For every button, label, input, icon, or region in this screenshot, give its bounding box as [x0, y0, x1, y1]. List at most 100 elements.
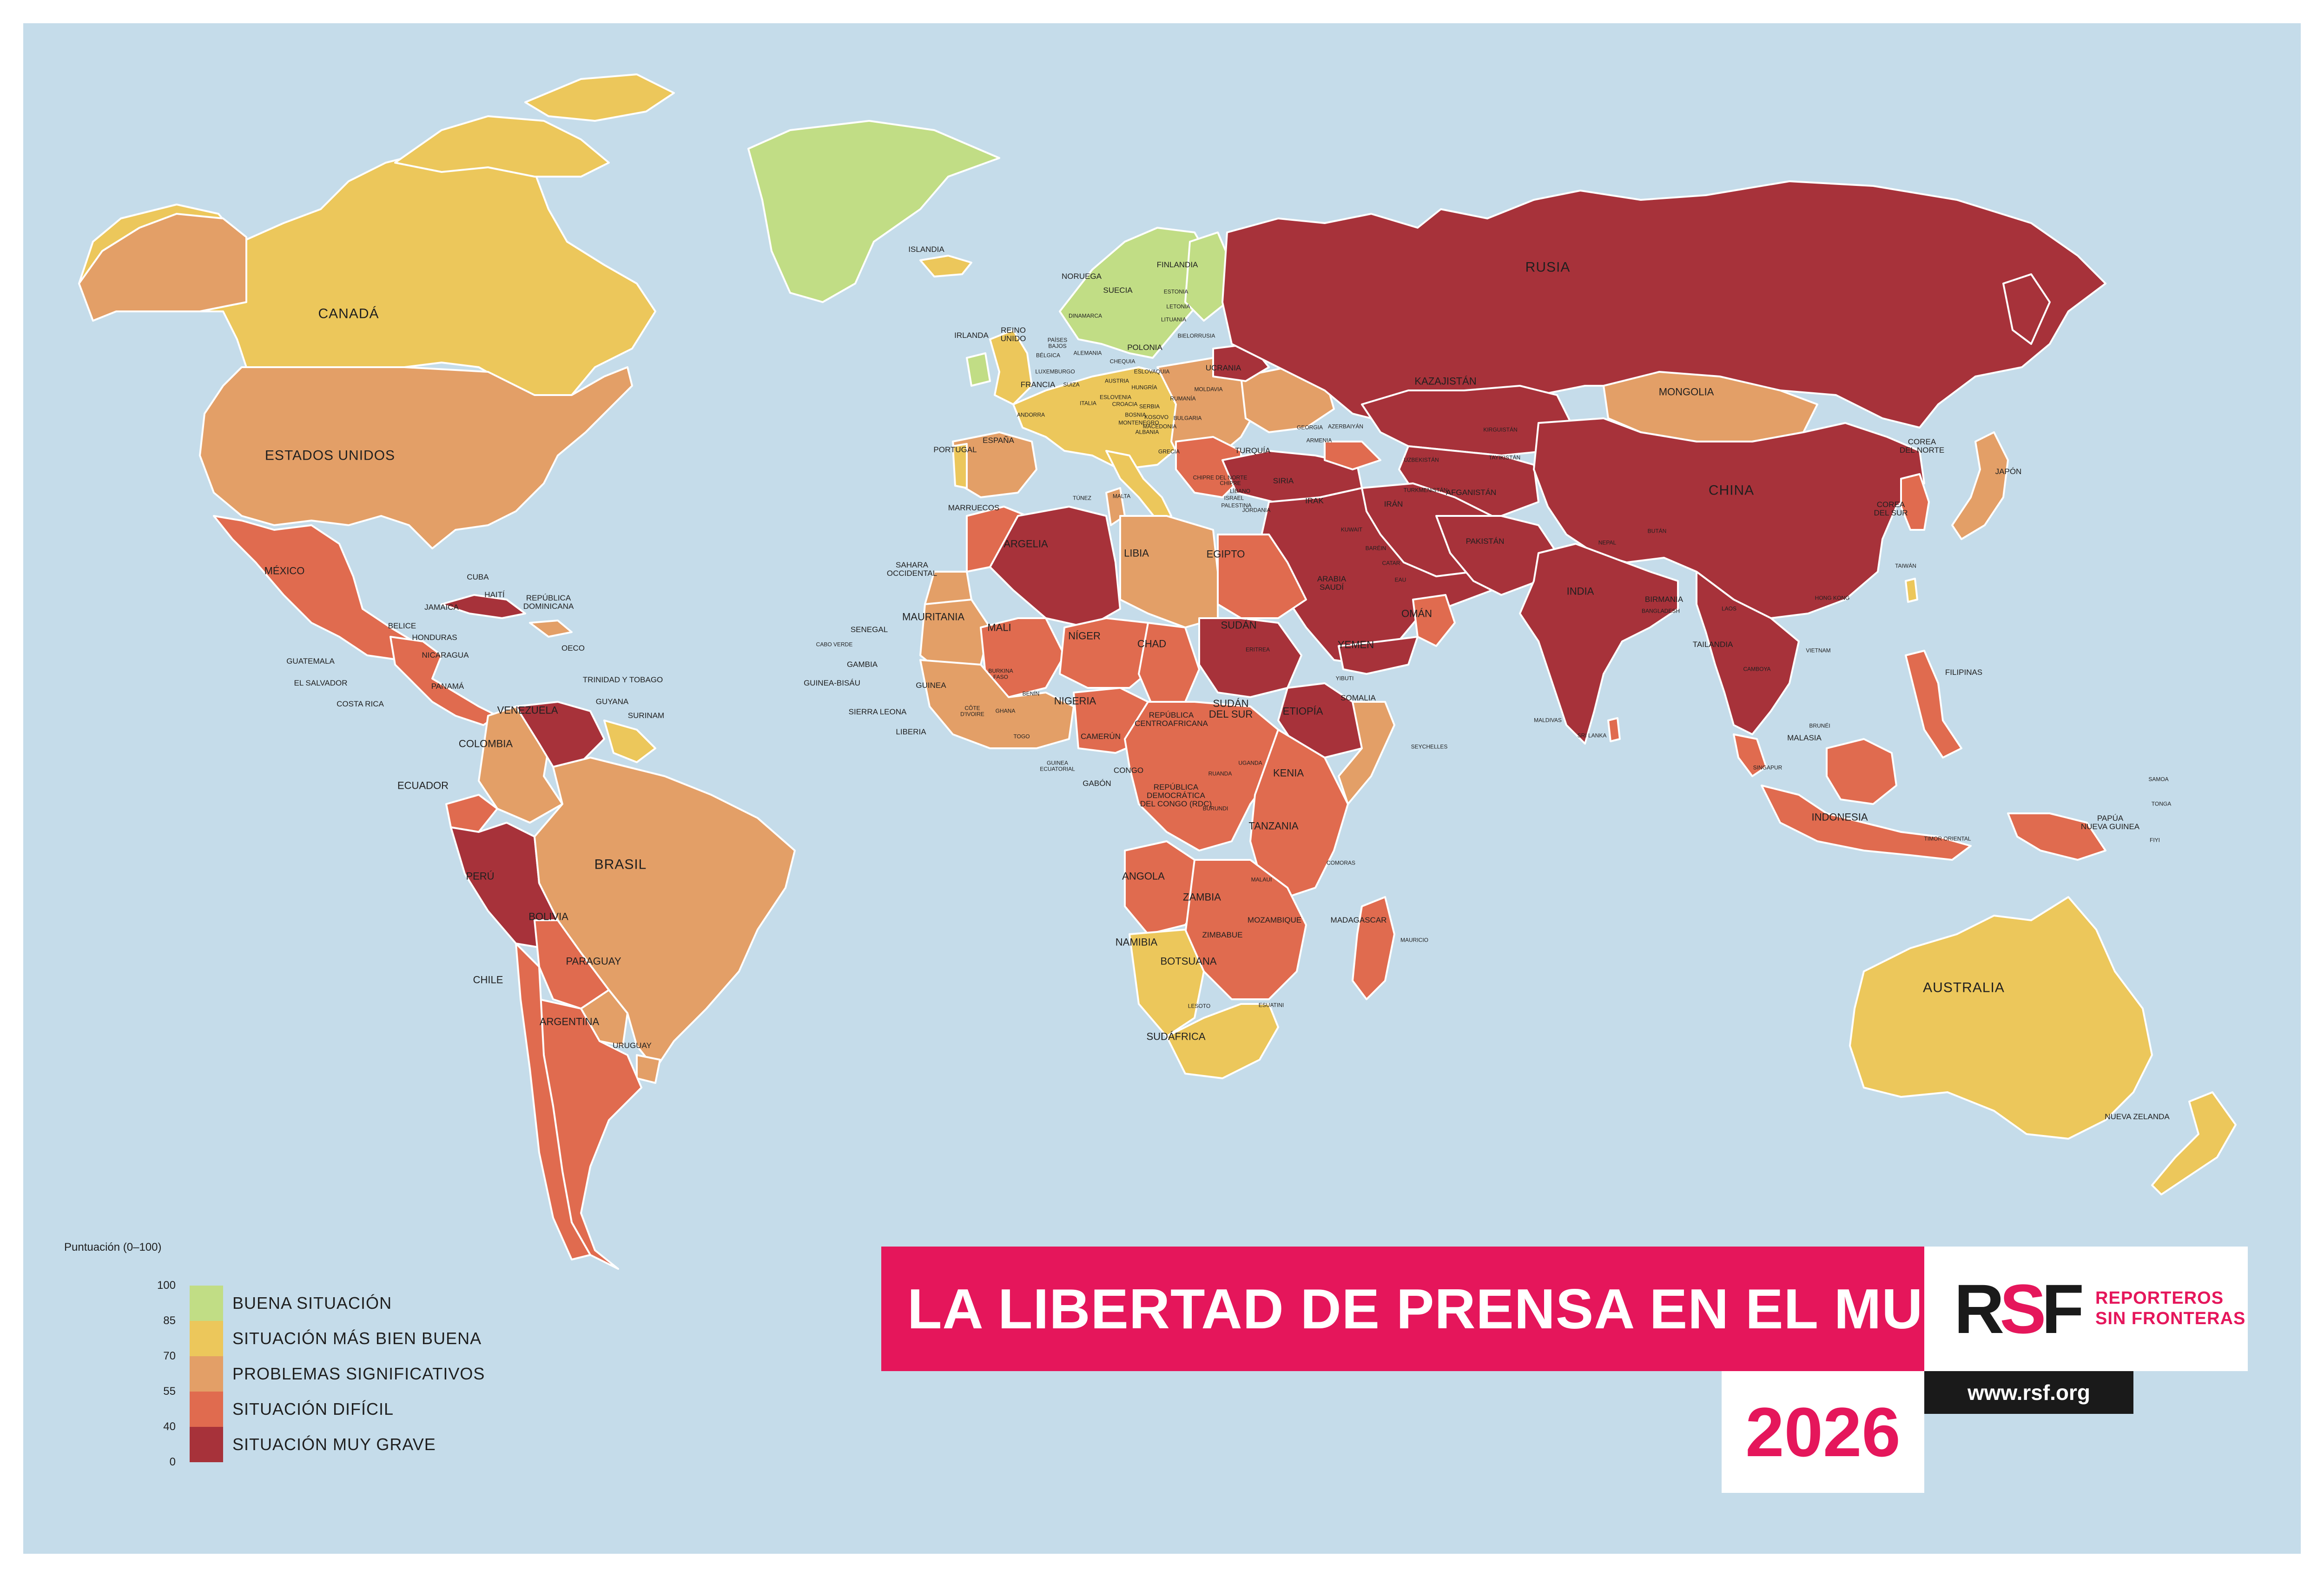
country-label-yibuti: YIBUTI — [1335, 675, 1354, 682]
country-label-luxemburgo: LUXEMBURGO — [1035, 368, 1075, 375]
country-label-uruguay: URUGUAY — [613, 1041, 652, 1050]
country-label-croacia: CROACIA — [1112, 401, 1138, 408]
country-label-dinamarca: DINAMARCA — [1068, 312, 1103, 319]
country-label-espana: ESPAÑA — [983, 436, 1014, 445]
country-label-venezuela: VENEZUELA — [497, 704, 558, 716]
rsf-url-box[interactable]: www.rsf.org — [1924, 1371, 2133, 1414]
country-label-bolivia: BOLIVIA — [528, 911, 568, 923]
country-label-moldavia: MOLDAVIA — [1194, 386, 1223, 393]
country-label-indonesia: INDONESIA — [1811, 811, 1868, 823]
country-label-armenia: ARMENIA — [1306, 437, 1332, 444]
country-label-tanzania: TANZANIA — [1248, 820, 1299, 832]
rsf-name-line1: REPORTEROS — [2095, 1288, 2224, 1308]
country-label-sudan: SUDÁN — [1221, 619, 1257, 631]
country-label-libano: LÍBANO — [1229, 488, 1251, 495]
country-label-togo: TOGO — [1013, 733, 1030, 740]
kamchatka-shape — [2002, 273, 2051, 345]
country-label-guyana: GUYANA — [595, 697, 629, 706]
country-label-panama: PANAMÁ — [431, 682, 464, 691]
rsf-url-link[interactable]: www.rsf.org — [1967, 1380, 2091, 1405]
country-label-mexico: MÉXICO — [264, 565, 305, 577]
portugal-shape — [952, 443, 968, 489]
country-label-sahara: SAHARA OCCIDENTAL — [886, 561, 938, 578]
country-label-corea-norte: COREA DEL NORTE — [1899, 437, 1945, 455]
country-label-bangladesh: BANGLADESH — [1641, 607, 1680, 614]
country-label-papua: PAPÚA NUEVA GUINEA — [2080, 814, 2140, 831]
country-label-sierra-leona: SIERRA LEONA — [848, 707, 907, 717]
guianas-shape — [603, 719, 656, 763]
rsf-name: REPORTEROS SIN FRONTERAS — [2095, 1288, 2245, 1329]
country-label-costa-marfil: CÔTE D'IVOIRE — [960, 705, 984, 717]
country-label-lituania: LITUANIA — [1161, 316, 1187, 323]
country-label-kirguistan: KIRGUISTÁN — [1483, 426, 1518, 433]
country-label-mali: MALI — [987, 621, 1011, 633]
world-map — [23, 23, 2301, 1554]
country-label-mauricio: MAURICIO — [1400, 937, 1428, 944]
country-label-barein: BARÉIN — [1365, 545, 1386, 552]
country-label-benin: BENÍN — [1022, 690, 1040, 697]
country-label-cabo-verde: CABO VERDE — [816, 641, 853, 648]
country-label-irak: IRAK — [1305, 496, 1324, 506]
country-label-suiza: SUIZA — [1063, 381, 1080, 388]
png-shape — [2007, 812, 2106, 861]
country-label-jordania: JORDANIA — [1242, 507, 1271, 514]
rsf-name-line2: SIN FRONTERAS — [2095, 1309, 2246, 1328]
libya-shape — [1119, 515, 1219, 628]
country-label-francia: FRANCIA — [1020, 380, 1056, 389]
taiwan-shape — [1905, 578, 1918, 603]
country-label-kenia: KENIA — [1273, 767, 1304, 779]
ireland-shape — [966, 352, 991, 387]
uk-shape — [989, 329, 1033, 405]
usa-shape — [199, 366, 633, 549]
country-label-guinea-bisau: GUINEA-BISÁU — [804, 679, 860, 688]
country-label-burkina: BURKINA FASO — [988, 667, 1013, 680]
country-label-liberia: LIBERIA — [896, 727, 926, 737]
country-label-comoras: COMORAS — [1326, 859, 1356, 866]
country-label-albania: ALBANIA — [1135, 429, 1159, 435]
country-label-somalia: SOMALIA — [1340, 693, 1376, 703]
country-label-malasia: MALASIA — [1787, 733, 1822, 743]
country-label-uzbekistan: UZBEKISTÁN — [1404, 456, 1439, 463]
country-label-congo: CONGO — [1113, 766, 1144, 775]
ecuador-shape — [445, 794, 498, 833]
country-label-kazajistan: KAZAJISTÁN — [1414, 375, 1477, 387]
legend-swatch-mas-bien-buena — [190, 1321, 223, 1356]
chile-shape — [515, 943, 591, 1260]
country-shapes — [78, 73, 2237, 1270]
country-label-nepal: NEPAL — [1598, 539, 1617, 546]
country-label-zambia: ZAMBIA — [1183, 891, 1221, 903]
country-label-ucrania: UCRANIA — [1205, 363, 1241, 373]
country-label-vietnam: VIETNAM — [1806, 647, 1831, 654]
country-label-el-salvador: EL SALVADOR — [294, 679, 348, 688]
new-zealand-shape — [2151, 1091, 2237, 1195]
country-label-polonia: POLONIA — [1127, 343, 1162, 352]
country-label-rumania: RUMANÍA — [1170, 395, 1196, 402]
country-label-nigeria: NIGERIA — [1054, 695, 1096, 707]
country-label-alemania: ALEMANIA — [1073, 350, 1102, 356]
country-label-yemen: YEMEN — [1337, 639, 1374, 651]
country-label-eslovenia: ESLOVENIA — [1099, 394, 1132, 401]
country-label-oman: OMÁN — [1401, 607, 1432, 620]
philippines-shape — [1905, 650, 1962, 759]
mexico-shape — [213, 515, 415, 661]
brazil-shape — [534, 757, 796, 1070]
indonesia-shape — [1761, 785, 1972, 861]
country-label-costa-rica: COSTA RICA — [337, 699, 384, 709]
caucasus-shape — [1324, 441, 1381, 470]
country-label-kosovo: KOSOVO — [1144, 414, 1169, 421]
country-label-niger: NÍGER — [1068, 630, 1101, 642]
country-label-camerun: CAMERÚN — [1081, 732, 1121, 741]
country-label-mongolia: MONGOLIA — [1658, 386, 1714, 398]
canada-islands-shape — [394, 73, 675, 178]
country-label-irlanda: IRLANDA — [954, 331, 989, 340]
country-label-chad: CHAD — [1137, 638, 1167, 650]
country-label-birmania: BIRMANIA — [1644, 595, 1684, 604]
country-label-namibia: NAMIBIA — [1115, 936, 1158, 948]
country-label-sudafrica: SUDÁFRICA — [1146, 1030, 1206, 1043]
country-label-nicaragua: NICARAGUA — [422, 651, 469, 660]
country-label-egipto: EGIPTO — [1206, 548, 1245, 560]
country-label-libia: LIBIA — [1124, 547, 1149, 559]
country-label-peru: PERÚ — [466, 870, 495, 882]
legend-tick: 100 — [157, 1279, 176, 1292]
country-label-islandia: ISLANDIA — [908, 245, 944, 254]
